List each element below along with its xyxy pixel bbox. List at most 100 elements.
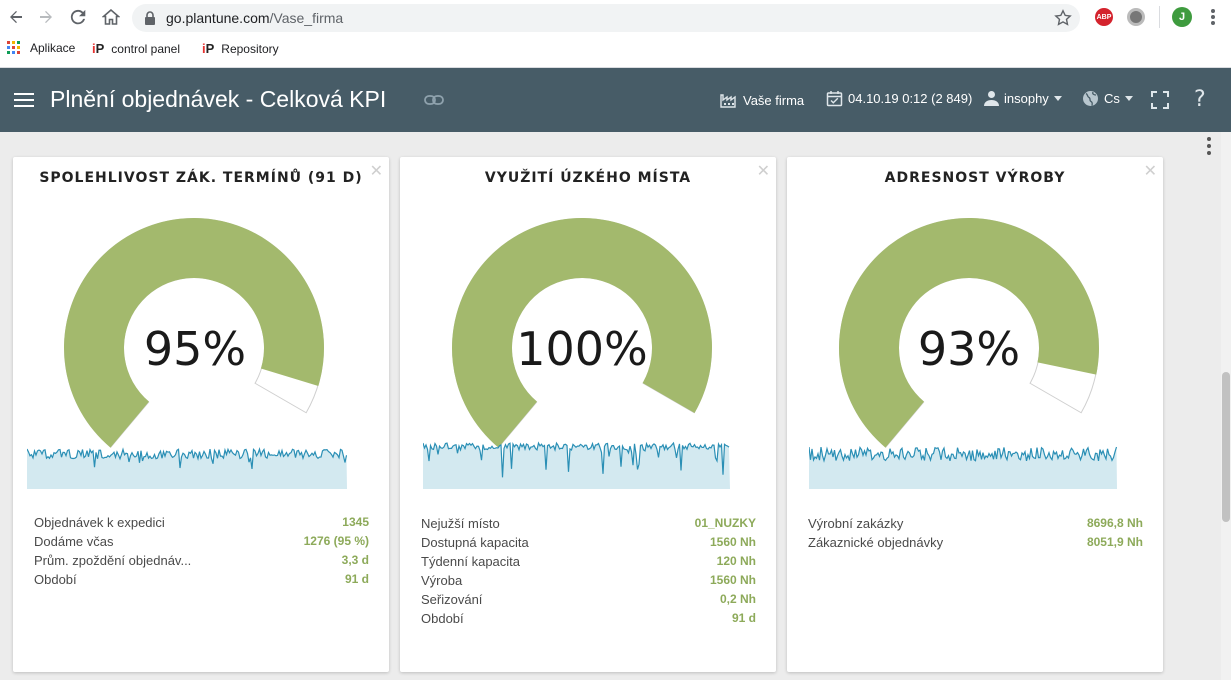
stat-row: Období 91 d [421,611,756,630]
menu-icon[interactable] [14,93,34,107]
stat-value: 1560 Nh [709,573,756,587]
stat-row: Týdenní kapacita 120 Nh [421,554,756,573]
stat-label: Zákaznické objednávky [808,535,944,550]
bookmark-label: Aplikace [30,41,76,55]
stat-value: 8051,9 Nh [1086,535,1143,549]
sparkline-area [809,447,1117,489]
browser-chrome: go.plantune.com/Vase_firma ABP J Aplikac… [0,0,1231,68]
date-selector[interactable]: 04.10.19 0:12 (2 849) [826,90,972,107]
stat-label: Objednávek k expedici [34,515,165,530]
card-title: ADRESNOST VÝROBY [884,170,1066,186]
datetime-label: 04.10.19 0:12 (2 849) [848,91,973,106]
gauge-chart [63,217,324,448]
help-icon[interactable]: ? [1194,87,1206,112]
close-icon[interactable]: ✕ [369,163,383,180]
stat-label: Seřizování [421,592,483,607]
stats-list: Objednávek k expedici 1345 Dodáme včas 1276… [34,515,369,591]
gauge-fill [452,218,712,448]
apps-grid-icon [7,41,20,54]
sparkline-line [809,446,1117,463]
gauge-fill [63,217,324,448]
stat-label: Nejužší místo [421,516,500,531]
chevron-down-icon [1124,96,1133,101]
home-button[interactable] [99,5,123,29]
reload-icon [70,9,86,25]
stat-label: Týdenní kapacita [421,554,521,569]
ip-logo-icon: iP [202,41,215,56]
stat-value: 1345 [342,515,369,529]
browser-menu-icon[interactable] [1211,9,1215,25]
stat-row: Nejužší místo 01_NUZKY [421,516,756,535]
stat-label: Dodáme včas [34,534,114,549]
adblock-extension-icon[interactable]: ABP [1095,8,1113,26]
user-menu[interactable]: insophy [984,90,1062,106]
bookmark-apps[interactable]: Aplikace [7,41,75,55]
stat-value: 0,2 Nh [719,592,756,606]
factory-icon [720,94,736,108]
stat-row: Období 91 d [34,572,369,591]
profile-avatar[interactable]: J [1172,7,1192,27]
home-icon [102,8,120,25]
username: insophy [1004,90,1049,106]
bookmark-control-panel[interactable]: iP control panel [92,41,180,56]
trend-sparkline [809,446,1117,489]
arrow-left-icon [10,11,22,23]
gauge-value: 93% [917,322,1021,376]
more-options-icon[interactable] [1207,137,1213,158]
user-icon [984,91,999,106]
address-bar[interactable]: go.plantune.com/Vase_firma [132,4,1080,32]
kpi-card-delivery-reliability: ✕ SPOLEHLIVOST ZÁK. TERMÍNŮ (91 D) 95% O… [13,157,389,672]
card-title: VYUŽITÍ ÚZKÉHO MÍSTA [484,170,692,186]
sparkline-line [423,441,730,478]
bookmark-label: control panel [111,41,181,56]
stat-row: Výroba 1560 Nh [421,573,756,592]
forward-button[interactable] [34,5,58,29]
trend-sparkline [423,441,730,489]
reload-button[interactable] [66,5,90,29]
back-button[interactable] [4,5,28,29]
bookmark-repository[interactable]: iP Repository [202,41,279,56]
sparkline-line [27,446,347,469]
sparkline-area [423,443,730,489]
lock-icon [145,11,155,25]
stat-value: 120 Nh [716,554,756,568]
stat-row: Prům. zpoždění objednáv... 3,3 d [34,553,369,572]
close-icon[interactable]: ✕ [756,163,770,180]
bookmarks-bar: Aplikace iP control panel iP Repository [0,38,1231,60]
scrollbar-thumb[interactable] [1222,372,1230,522]
company-selector[interactable]: Vaše firma [720,92,804,108]
stat-value: 91 d [731,611,756,625]
stat-label: Výrobní zakázky [808,516,904,531]
stat-row: Výrobní zakázky 8696,8 Nh [808,516,1143,535]
language-selector[interactable]: Cs [1082,90,1133,107]
close-icon[interactable]: ✕ [1143,163,1157,180]
scrollbar[interactable] [1221,132,1231,680]
company-name: Vaše firma [743,92,805,108]
stat-row: Zákaznické objednávky 8051,9 Nh [808,535,1143,554]
globe-icon [1083,91,1098,106]
card-title: SPOLEHLIVOST ZÁK. TERMÍNŮ (91 D) [39,170,363,186]
app-header: Plnění objednávek - Celková KPI Vaše fir… [0,68,1231,132]
kpi-card-production-targeting: ✕ ADRESNOST VÝROBY 93% Výrobní zakázky 86… [787,157,1163,672]
toolbar-divider [1159,6,1160,28]
stat-value: 91 d [344,572,369,586]
bookmark-star-icon[interactable] [1054,9,1072,27]
stat-label: Prům. zpoždění objednáv... [34,553,192,568]
gauge-fill [839,218,1099,448]
stat-label: Období [34,572,77,587]
calendar-icon [826,91,843,107]
extension-circle-icon[interactable] [1127,8,1145,26]
kpi-card-bottleneck-utilization: ✕ VYUŽITÍ ÚZKÉHO MÍSTA 100% Nejužší míst… [400,157,776,672]
link-icon[interactable] [424,94,444,106]
stat-label: Dostupná kapacita [421,535,529,550]
gauge-value: 100% [516,322,648,376]
trend-sparkline [27,446,347,489]
arrow-right-icon [40,11,52,23]
gauge-chart [839,218,1099,448]
stat-value: 8696,8 Nh [1086,516,1143,530]
fullscreen-icon[interactable] [1151,91,1169,109]
stat-value: 1276 (95 %) [303,534,369,548]
stat-row: Seřizování 0,2 Nh [421,592,756,611]
sparkline-area [27,449,347,489]
gauge-chart [452,218,712,448]
